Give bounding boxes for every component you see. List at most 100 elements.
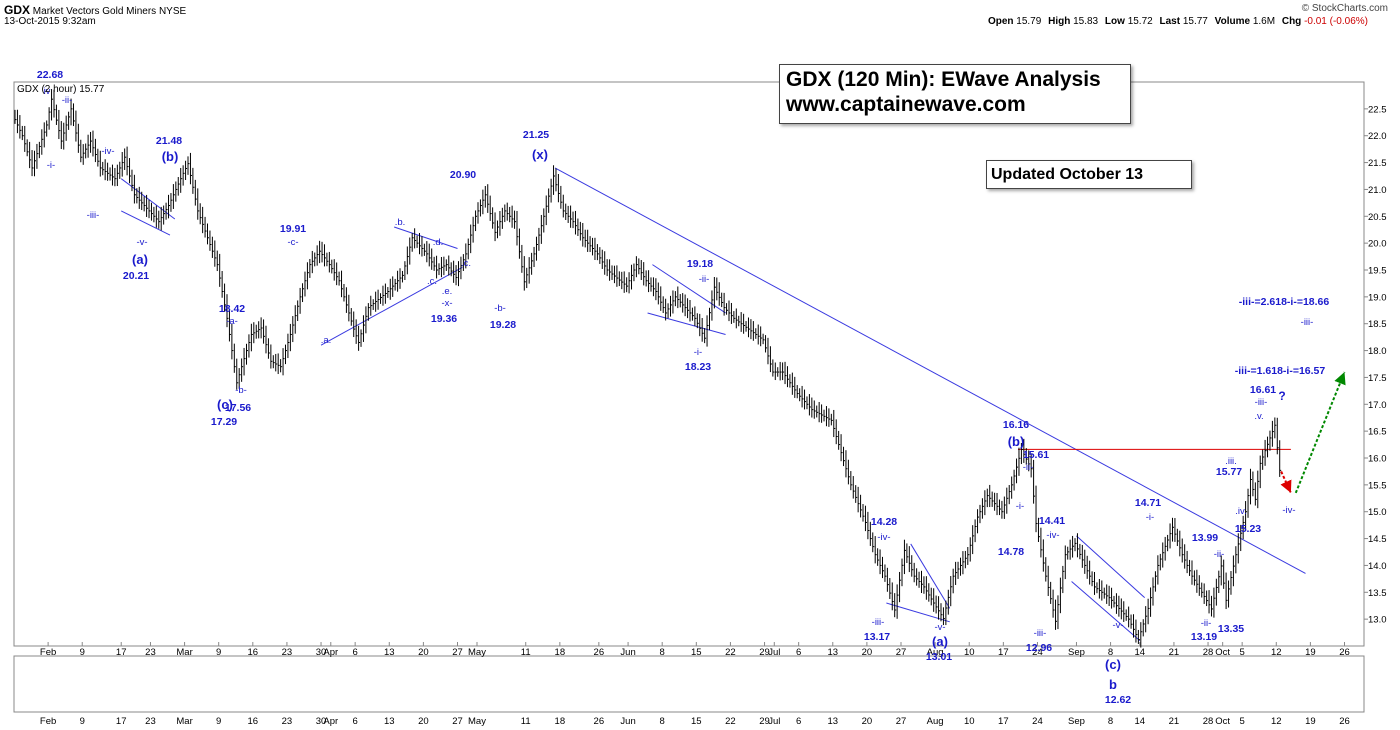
x-tick-label-lower: Feb: [40, 716, 56, 727]
wave-label: -i-: [1146, 512, 1154, 523]
x-tick-label-lower: Aug: [927, 716, 944, 727]
x-tick-label: 8: [660, 647, 665, 658]
x-tick-label: 18: [555, 647, 566, 658]
y-tick-label: 22.0: [1368, 131, 1387, 142]
x-tick-label-lower: Oct: [1215, 716, 1230, 727]
price-label: 15.23: [1235, 523, 1261, 535]
lower-panel-frame: [13, 655, 1365, 713]
target-label: -iii-=1.618-i-=16.57: [1235, 365, 1326, 377]
y-tick-label: 18.5: [1368, 319, 1387, 330]
channel-line: [320, 266, 463, 346]
x-tick-label: 13: [827, 647, 838, 658]
y-tick-label: 13.0: [1368, 615, 1387, 626]
wave-label: -i-: [694, 347, 702, 358]
x-tick-label-lower: Jul: [768, 716, 780, 727]
y-tick-label: 19.5: [1368, 266, 1387, 277]
target-label: -iii-=2.618-i-=18.66: [1239, 296, 1330, 308]
last-label: Last: [1159, 16, 1181, 27]
price-label: 20.90: [450, 169, 476, 181]
price-label: 12.62: [1105, 694, 1131, 706]
x-tick-label-lower: 10: [964, 716, 975, 727]
y-tick-label: 15.5: [1368, 480, 1387, 491]
x-tick-label-lower: 20: [862, 716, 873, 727]
x-tick-label: 20: [418, 647, 429, 658]
wave-label: -c-: [287, 237, 298, 248]
x-axis: FebFeb9917172323MarMar99161623233030AprA…: [40, 642, 1350, 727]
y-tick-label: 17.0: [1368, 400, 1387, 411]
wave-label: -iv-: [1282, 505, 1295, 516]
x-tick-label-lower: 26: [1339, 716, 1350, 727]
price-label: 19.18: [687, 258, 713, 270]
channel-line: [647, 312, 726, 335]
wave-label: .c.: [427, 276, 437, 287]
wave-label: -iii-: [872, 617, 885, 628]
y-tick-label: 15.0: [1368, 507, 1387, 518]
wedge-line: [120, 210, 171, 236]
wave-label: .d.: [433, 237, 444, 248]
high-label: High: [1048, 16, 1071, 27]
price-label: 13.19: [1191, 631, 1217, 643]
wave-label: -iv-: [877, 532, 890, 543]
x-tick-label-lower: 6: [353, 716, 358, 727]
x-tick-label: 6: [796, 647, 801, 658]
wave-label: b: [1109, 677, 1117, 692]
chg-label: Chg: [1281, 16, 1302, 27]
x-tick-label: 19: [1305, 647, 1316, 658]
wave-label: .c.: [461, 258, 471, 269]
y-tick-label: 13.5: [1368, 588, 1387, 599]
volume-label: Volume: [1214, 16, 1251, 27]
channel-line: [1076, 535, 1146, 599]
x-tick-label-lower: 29: [759, 716, 770, 727]
x-tick-label-lower: 22: [725, 716, 736, 727]
title-line-1: GDX (120 Min): EWave Analysis: [786, 68, 1101, 91]
wave-label: (x): [532, 147, 548, 162]
wave-label: -iii-: [1255, 397, 1268, 408]
wave-label: .e.: [442, 286, 453, 297]
price-label: 19.91: [280, 223, 306, 235]
title-line-2: www.captainewave.com: [786, 93, 1026, 116]
x-tick-label: Aug: [927, 647, 944, 658]
price-label: 13.17: [864, 631, 890, 643]
ticker-name: Market Vectors Gold Miners: [32, 6, 157, 17]
x-tick-label: 12: [1271, 647, 1282, 658]
price-label: 13.99: [1192, 532, 1218, 544]
annotations: 22.68 21.48 20.21 18.42 17.56 17.29 19.91 20.90…: [37, 69, 1330, 706]
x-tick-label: Apr: [323, 647, 338, 658]
wave-label: (a): [932, 634, 948, 649]
x-tick-label: Sep: [1068, 647, 1085, 658]
channel-line: [652, 264, 726, 314]
y-axis: 13.0 13.5 14.0 14.5 15.0 15.5 16.0 16.5 17.0 17.5…: [1364, 104, 1387, 626]
wave-label: .b.: [395, 217, 406, 228]
x-tick-label: 17: [116, 647, 127, 658]
wave-label: -iii-: [1301, 317, 1314, 328]
price-label: 21.25: [523, 129, 549, 141]
x-tick-label-lower: 8: [660, 716, 665, 727]
y-tick-label: 16.5: [1368, 427, 1387, 438]
x-tick-label-lower: 17: [116, 716, 127, 727]
wave-label: .iv.: [1235, 506, 1246, 517]
x-tick-label: Jul: [768, 647, 780, 658]
price-label: 18.42: [219, 303, 245, 315]
x-tick-label-lower: 28: [1203, 716, 1214, 727]
x-tick-label-lower: 30: [316, 716, 327, 727]
price-label: 21.48: [156, 135, 182, 147]
price-label: 18.23: [685, 361, 711, 373]
price-label: 14.41: [1039, 515, 1065, 527]
y-tick-label: 20.0: [1368, 239, 1387, 250]
x-tick-label: 11: [521, 647, 531, 658]
x-tick-label-lower: 18: [555, 716, 566, 727]
x-tick-label-lower: Apr: [323, 716, 338, 727]
wedge-line: [120, 178, 176, 220]
wave-label: .a.: [321, 335, 332, 346]
x-tick-label-lower: 14: [1135, 716, 1146, 727]
wave-label: -x-: [441, 298, 452, 309]
x-tick-label: 16: [248, 647, 259, 658]
main-panel-frame: [13, 81, 1365, 647]
x-tick-label-lower: Mar: [176, 716, 192, 727]
wave-label: .iii.: [1225, 456, 1237, 467]
y-tick-label: 17.5: [1368, 373, 1387, 384]
price-label: 14.28: [871, 516, 897, 528]
x-tick-label-lower: 27: [896, 716, 907, 727]
wave-label: -iii-: [87, 210, 100, 221]
series-legend: GDX (2 hour) 15.77: [17, 84, 105, 95]
